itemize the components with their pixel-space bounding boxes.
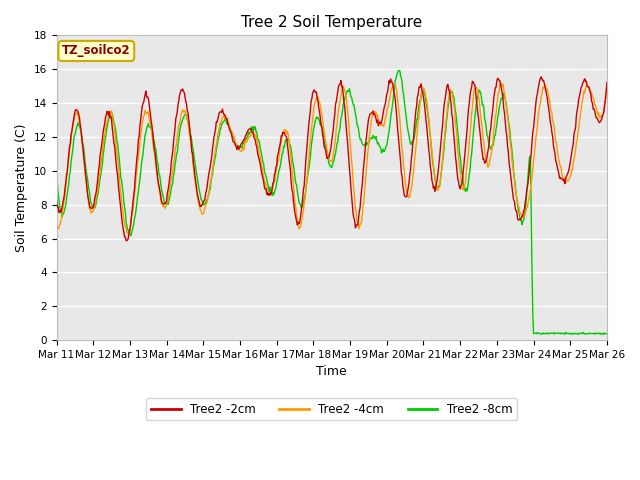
Title: Tree 2 Soil Temperature: Tree 2 Soil Temperature bbox=[241, 15, 422, 30]
Text: TZ_soilco2: TZ_soilco2 bbox=[62, 45, 131, 58]
Y-axis label: Soil Temperature (C): Soil Temperature (C) bbox=[15, 123, 28, 252]
Legend: Tree2 -2cm, Tree2 -4cm, Tree2 -8cm: Tree2 -2cm, Tree2 -4cm, Tree2 -8cm bbox=[147, 398, 517, 420]
X-axis label: Time: Time bbox=[316, 365, 347, 379]
